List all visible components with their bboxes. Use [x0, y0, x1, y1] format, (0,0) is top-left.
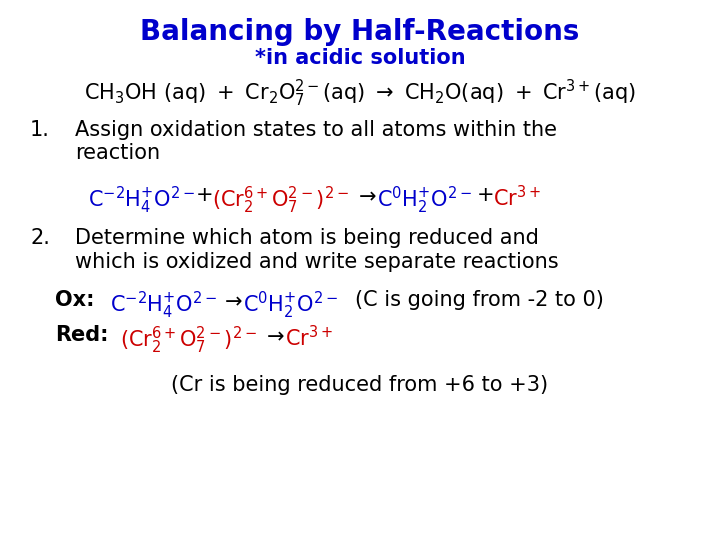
Text: 2.: 2. [30, 228, 50, 248]
Text: $\mathdefault{+}$: $\mathdefault{+}$ [195, 185, 212, 205]
Text: *in acidic solution: *in acidic solution [255, 48, 465, 68]
Text: (Cr is being reduced from +6 to +3): (Cr is being reduced from +6 to +3) [171, 375, 549, 395]
Text: Assign oxidation states to all atoms within the: Assign oxidation states to all atoms wit… [75, 120, 557, 140]
Text: $\mathdefault{Cr^{3+}}$: $\mathdefault{Cr^{3+}}$ [285, 325, 333, 350]
Text: $\mathdefault{\rightarrow}$: $\mathdefault{\rightarrow}$ [354, 185, 377, 205]
Text: 1.: 1. [30, 120, 50, 140]
Text: $\mathdefault{Cr^{3+}}$: $\mathdefault{Cr^{3+}}$ [493, 185, 541, 210]
Text: $\mathdefault{C^{0}H_2^{+}O^{2-}}$: $\mathdefault{C^{0}H_2^{+}O^{2-}}$ [243, 290, 338, 321]
Text: $\mathdefault{(Cr_2^{6+}O_7^{2-})^{2-}}$: $\mathdefault{(Cr_2^{6+}O_7^{2-})^{2-}}$ [212, 185, 349, 216]
Text: $\mathdefault{CH_3OH\ (aq)\ +\ Cr_2O_7^{2-}(aq)\ \rightarrow\ CH_2O(aq)\ +\ Cr^{: $\mathdefault{CH_3OH\ (aq)\ +\ Cr_2O_7^{… [84, 78, 636, 109]
Text: $\mathdefault{\rightarrow}$: $\mathdefault{\rightarrow}$ [262, 325, 284, 345]
Text: Ox:: Ox: [55, 290, 94, 310]
Text: $\mathdefault{(Cr_2^{6+}O_7^{2-})^{2-}}$: $\mathdefault{(Cr_2^{6+}O_7^{2-})^{2-}}$ [120, 325, 257, 356]
Text: Balancing by Half-Reactions: Balancing by Half-Reactions [140, 18, 580, 46]
Text: (C is going from -2 to 0): (C is going from -2 to 0) [355, 290, 604, 310]
Text: Red:: Red: [55, 325, 109, 345]
Text: $\mathdefault{+}$: $\mathdefault{+}$ [476, 185, 493, 205]
Text: $\mathdefault{C^{0}H_2^{+}O^{2-}}$: $\mathdefault{C^{0}H_2^{+}O^{2-}}$ [377, 185, 472, 216]
Text: $\mathdefault{\rightarrow}$: $\mathdefault{\rightarrow}$ [220, 290, 243, 310]
Text: $\mathdefault{C^{-2}H_4^{+}O^{2-}}$: $\mathdefault{C^{-2}H_4^{+}O^{2-}}$ [110, 290, 217, 321]
Text: reaction: reaction [75, 143, 160, 163]
Text: which is oxidized and write separate reactions: which is oxidized and write separate rea… [75, 252, 559, 272]
Text: Determine which atom is being reduced and: Determine which atom is being reduced an… [75, 228, 539, 248]
Text: $\mathdefault{C^{-2}H_4^{+}O^{2-}}$: $\mathdefault{C^{-2}H_4^{+}O^{2-}}$ [88, 185, 195, 216]
